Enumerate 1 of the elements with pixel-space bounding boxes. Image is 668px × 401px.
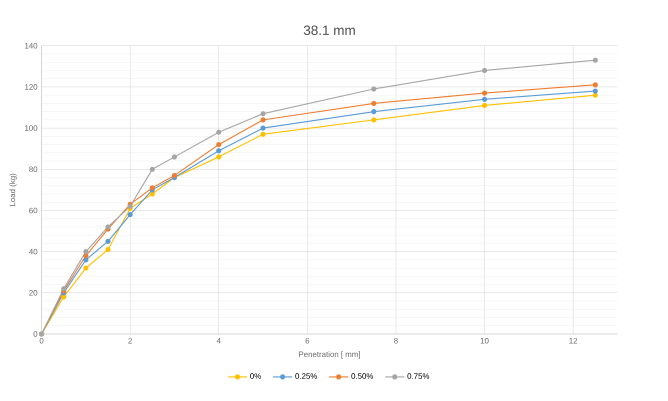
chart-title: 38.1 mm	[304, 25, 355, 35]
